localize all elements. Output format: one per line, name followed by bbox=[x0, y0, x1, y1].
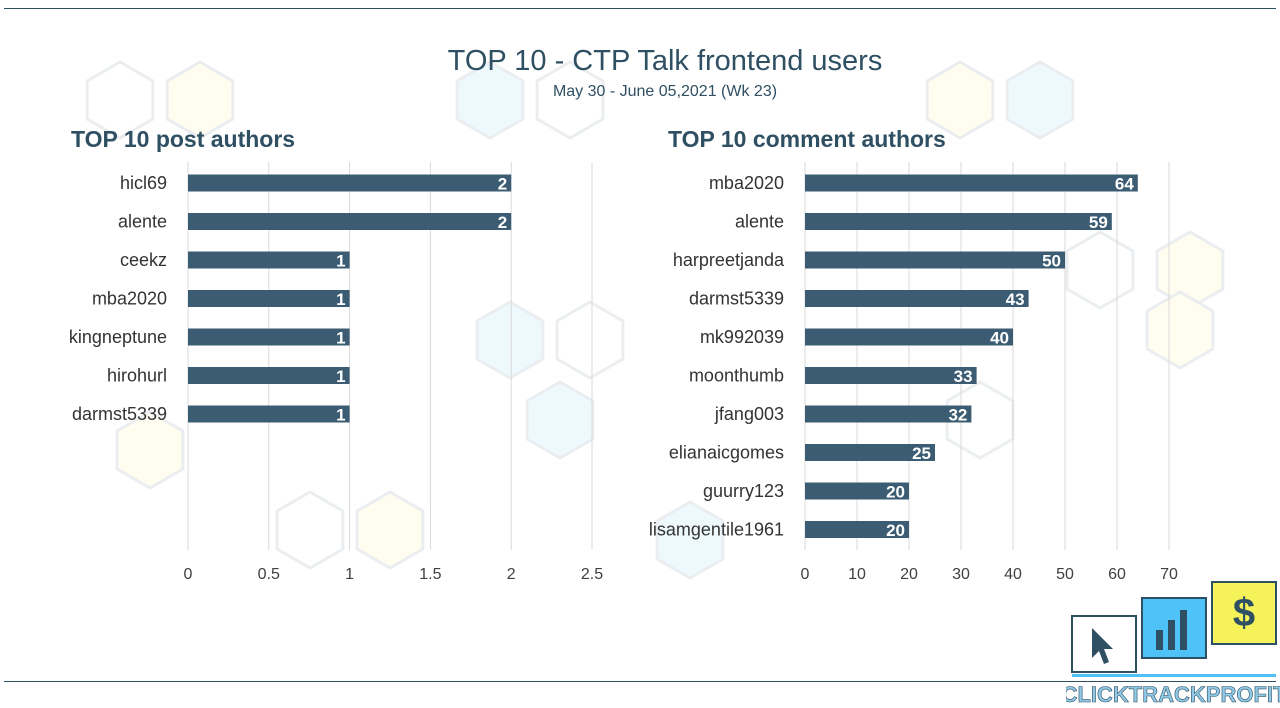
chart-title: TOP 10 post authors bbox=[71, 126, 295, 152]
bar bbox=[188, 290, 350, 307]
dollar-icon: $ bbox=[1233, 591, 1255, 635]
data-label: 20 bbox=[886, 483, 905, 502]
category-label: elianaicgomes bbox=[669, 443, 784, 463]
bar bbox=[188, 405, 350, 423]
watermark-hexagon bbox=[455, 60, 525, 140]
watermark-hexagon bbox=[655, 500, 725, 580]
x-tick-label: 10 bbox=[848, 566, 866, 583]
category-label: harpreetjanda bbox=[673, 250, 785, 270]
x-tick-label: 0 bbox=[801, 566, 810, 583]
bar bbox=[188, 367, 350, 384]
x-tick-label: 50 bbox=[1056, 566, 1074, 583]
category-label: ceekz bbox=[120, 250, 167, 270]
data-label: 1 bbox=[336, 406, 345, 425]
data-label: 1 bbox=[336, 252, 345, 271]
brand-name: CLICKTRACKPROFIT bbox=[1066, 682, 1280, 707]
watermark-hexagon bbox=[115, 410, 185, 490]
watermark-hexagon bbox=[165, 60, 235, 140]
x-tick-label: 2.5 bbox=[581, 566, 603, 583]
bar bbox=[805, 174, 1138, 192]
bar bbox=[805, 521, 909, 538]
data-label: 20 bbox=[886, 521, 905, 540]
watermark-hexagon bbox=[275, 490, 345, 570]
category-label: kingneptune bbox=[69, 327, 167, 347]
bar bbox=[188, 251, 350, 269]
chart-frame bbox=[4, 8, 1276, 682]
data-label: 40 bbox=[990, 329, 1009, 348]
data-label: 2 bbox=[498, 213, 507, 232]
watermark-hexagon bbox=[85, 60, 155, 140]
watermark-hexagon bbox=[475, 300, 545, 380]
bar bbox=[805, 290, 1029, 307]
x-tick-label: 60 bbox=[1108, 566, 1126, 583]
page-title: TOP 10 - CTP Talk frontend users bbox=[448, 45, 883, 77]
category-label: alente bbox=[735, 212, 784, 232]
category-label: mba2020 bbox=[709, 173, 784, 193]
category-label: lisamgentile1961 bbox=[649, 520, 784, 540]
data-label: 43 bbox=[1006, 290, 1025, 309]
category-label: guurry123 bbox=[703, 481, 784, 501]
bar bbox=[805, 444, 935, 461]
watermark-hexagon bbox=[1145, 290, 1215, 370]
x-tick-label: 20 bbox=[900, 566, 918, 583]
x-tick-label: 0.5 bbox=[258, 566, 280, 583]
category-label: hirohurl bbox=[107, 366, 167, 386]
data-label: 33 bbox=[954, 367, 973, 386]
watermark-hexagon bbox=[925, 60, 995, 140]
watermark-hexagon bbox=[555, 300, 625, 380]
data-label: 64 bbox=[1115, 175, 1134, 194]
x-tick-label: 0 bbox=[184, 566, 193, 583]
comment-authors-chart: TOP 10 comment authors 0 10 20 30 40 50 60 70 mba… bbox=[649, 126, 1178, 583]
data-label: 50 bbox=[1042, 252, 1061, 271]
category-label: hicl69 bbox=[120, 173, 167, 193]
data-label: 2 bbox=[498, 175, 507, 194]
watermark-hexagon bbox=[525, 380, 595, 460]
bar bbox=[805, 367, 977, 384]
bar bbox=[805, 405, 972, 423]
bar bbox=[805, 251, 1065, 269]
chart-title: TOP 10 comment authors bbox=[668, 126, 946, 152]
bar bbox=[805, 213, 1112, 230]
bar bbox=[188, 328, 350, 346]
category-label: jfang003 bbox=[714, 404, 784, 424]
category-label: mk992039 bbox=[700, 327, 784, 347]
watermark-hexagon bbox=[355, 490, 425, 570]
watermark-hexagon bbox=[1065, 230, 1135, 310]
data-label: 32 bbox=[948, 406, 967, 425]
cursor-icon bbox=[1092, 628, 1113, 664]
category-label: mba2020 bbox=[92, 289, 167, 309]
bar bbox=[805, 328, 1013, 346]
watermark-hexagon bbox=[1005, 60, 1075, 140]
x-tick-label: 1 bbox=[345, 566, 354, 583]
x-tick-label: 1.5 bbox=[419, 566, 441, 583]
category-label: alente bbox=[118, 212, 167, 232]
dollar-tile bbox=[1211, 581, 1277, 645]
data-label: 25 bbox=[912, 444, 931, 463]
page-subtitle: May 30 - June 05,2021 (Wk 23) bbox=[553, 83, 777, 100]
data-label: 59 bbox=[1089, 213, 1108, 232]
watermark-pattern bbox=[85, 60, 1225, 580]
data-label: 1 bbox=[336, 367, 345, 386]
category-label: darmst5339 bbox=[689, 289, 784, 309]
bar-chart-icon bbox=[1156, 610, 1187, 650]
x-tick-label: 70 bbox=[1160, 566, 1178, 583]
x-tick-label: 2 bbox=[507, 566, 516, 583]
data-label: 1 bbox=[336, 290, 345, 309]
x-tick-label: 30 bbox=[952, 566, 970, 583]
category-label: darmst5339 bbox=[72, 404, 167, 424]
clicktrackprofit-logo: $ CLICKTRACKPROFIT bbox=[1066, 581, 1280, 707]
bar bbox=[188, 174, 512, 192]
bar bbox=[805, 482, 909, 500]
bar bbox=[188, 213, 512, 230]
post-authors-chart: TOP 10 post authors 0 0.5 1 1.5 2 2.5 hicl69 2 al… bbox=[69, 126, 603, 583]
data-label: 1 bbox=[336, 329, 345, 348]
watermark-hexagon bbox=[535, 60, 605, 140]
x-tick-label: 40 bbox=[1004, 566, 1022, 583]
watermark-hexagon bbox=[1155, 230, 1225, 310]
category-label: moonthumb bbox=[689, 366, 784, 386]
